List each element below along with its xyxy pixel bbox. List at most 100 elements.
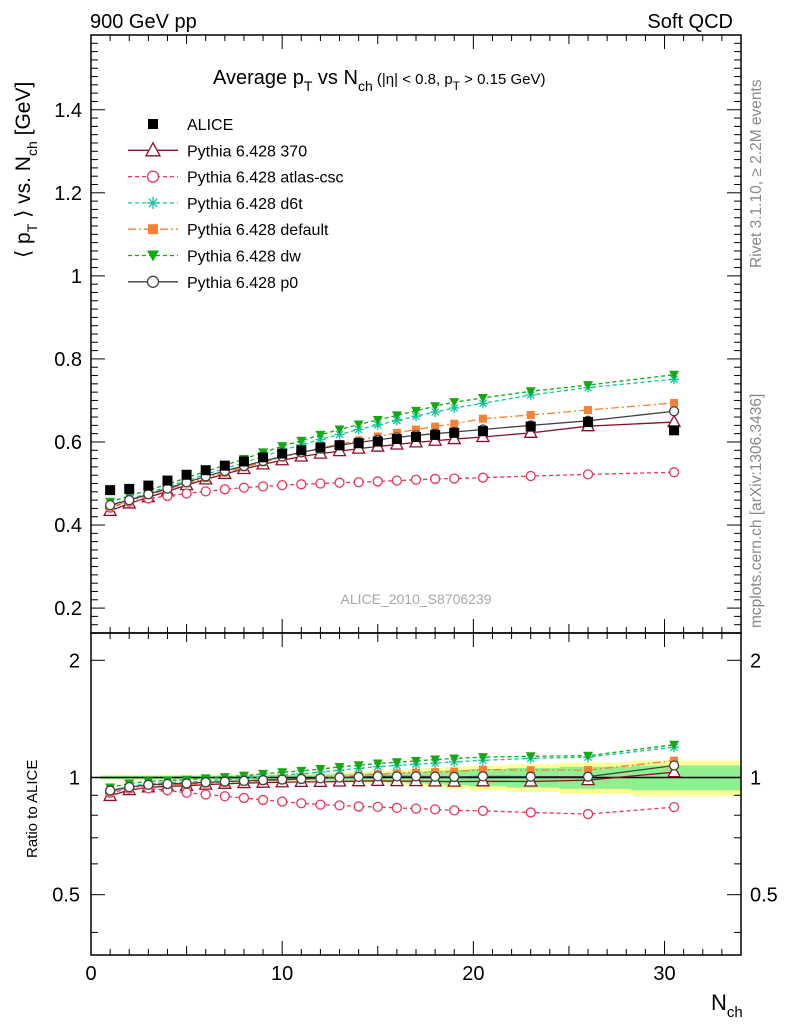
series-marker xyxy=(315,478,326,489)
data-marker xyxy=(353,438,364,449)
data-marker xyxy=(162,475,173,486)
series-marker xyxy=(315,430,326,440)
series-marker xyxy=(334,477,345,488)
data-marker xyxy=(143,480,154,491)
series-marker xyxy=(315,799,326,810)
series-marker xyxy=(582,469,594,480)
legend-label: Pythia 6.428 370 xyxy=(187,143,307,160)
series-marker xyxy=(477,753,488,763)
legend-label: Pythia 6.428 default xyxy=(187,222,329,239)
data-marker xyxy=(372,436,383,447)
series-marker xyxy=(353,420,364,430)
series-marker xyxy=(412,425,420,434)
data-marker xyxy=(477,426,488,437)
series-marker xyxy=(147,250,159,262)
series-marker xyxy=(162,778,173,790)
y-tick-label: 1 xyxy=(71,266,82,288)
rivet-label: Rivet 3.1.10, ≥ 2.2M events xyxy=(748,79,765,268)
ratio-y-tick-label-left: 0.5 xyxy=(52,885,80,907)
series-marker xyxy=(584,766,593,775)
series-marker xyxy=(315,773,326,784)
x-tick-label: 10 xyxy=(271,963,293,985)
data-marker xyxy=(449,427,460,438)
series-marker xyxy=(296,436,307,446)
y-tick-label: 0.6 xyxy=(54,432,82,454)
series-marker xyxy=(296,479,307,490)
series-marker xyxy=(277,774,288,785)
data-marker xyxy=(296,445,307,456)
series-marker xyxy=(525,771,536,782)
legend-entry: Pythia 6.428 p0 xyxy=(128,275,298,292)
series-marker xyxy=(391,411,402,421)
series-marker xyxy=(257,794,269,806)
series-marker xyxy=(124,781,135,793)
series-marker xyxy=(219,776,230,787)
data-marker xyxy=(583,417,594,428)
series-marker xyxy=(582,808,594,820)
series-marker xyxy=(200,789,211,800)
series-marker xyxy=(146,170,160,183)
series-marker xyxy=(238,792,250,804)
legend-label: Pythia 6.428 atlas-csc xyxy=(187,170,344,187)
series-marker xyxy=(372,759,383,769)
data-marker xyxy=(411,431,421,442)
y-tick-label: 0.2 xyxy=(54,598,82,620)
series-marker xyxy=(430,755,441,765)
series-marker xyxy=(296,798,307,809)
series-marker xyxy=(296,766,307,776)
series-marker xyxy=(147,196,159,209)
series-marker xyxy=(277,480,288,491)
series-marker xyxy=(143,779,154,790)
data-marker xyxy=(200,465,211,476)
series-marker xyxy=(477,805,489,816)
legend-entry: Pythia 6.428 370 xyxy=(128,141,307,160)
data-marker xyxy=(124,483,135,494)
ratio-y-tick-label-left: 1 xyxy=(69,767,80,789)
legend-label: Pythia 6.428 d6t xyxy=(187,196,303,213)
ratio-y-tick-label-right: 1 xyxy=(750,767,761,789)
series-marker xyxy=(391,771,403,782)
series-marker xyxy=(449,805,460,816)
header-left: 900 GeV pp xyxy=(90,11,197,33)
y-tick-label: 1.2 xyxy=(54,183,82,205)
series-marker xyxy=(583,381,594,391)
series-pythia-6-428-default xyxy=(106,398,679,511)
series-marker xyxy=(372,476,383,487)
series-marker xyxy=(334,425,345,435)
series-marker xyxy=(410,474,422,485)
y-axis-label: ⟨ pT ⟩ vs. Nch [GeV] xyxy=(12,82,40,258)
data-marker xyxy=(238,456,249,467)
series-marker xyxy=(668,760,680,771)
series-marker xyxy=(257,775,269,786)
series-marker xyxy=(526,410,535,419)
series-marker xyxy=(219,484,230,495)
y-tick-label: 0.8 xyxy=(54,349,82,371)
series-marker xyxy=(525,807,536,818)
series-line xyxy=(109,402,675,508)
series-marker xyxy=(525,752,536,762)
data-marker xyxy=(430,429,441,440)
series-marker xyxy=(181,488,192,499)
series-marker xyxy=(526,766,535,775)
series-marker xyxy=(238,775,250,787)
series-pythia-6-428-370 xyxy=(103,414,682,517)
x-tick-label: 0 xyxy=(85,963,96,985)
series-marker xyxy=(429,771,441,782)
series-marker xyxy=(670,398,679,407)
series-marker xyxy=(181,787,192,798)
series-marker xyxy=(277,768,288,778)
series-marker xyxy=(258,769,269,779)
legend-label: Pythia 6.428 dw xyxy=(187,249,301,266)
series-marker xyxy=(477,393,488,403)
ratio-series-pythia-6-428-atlas-csc xyxy=(104,783,680,820)
legend-entry: Pythia 6.428 default xyxy=(128,222,329,239)
series-marker xyxy=(666,764,682,778)
series-marker xyxy=(583,751,594,761)
ratio-y-tick-label-right: 2 xyxy=(750,650,761,672)
series-marker xyxy=(669,370,680,380)
data-marker xyxy=(669,425,680,436)
series-marker xyxy=(669,740,680,750)
series-marker xyxy=(257,481,269,492)
x-tick-label: 30 xyxy=(653,963,675,985)
